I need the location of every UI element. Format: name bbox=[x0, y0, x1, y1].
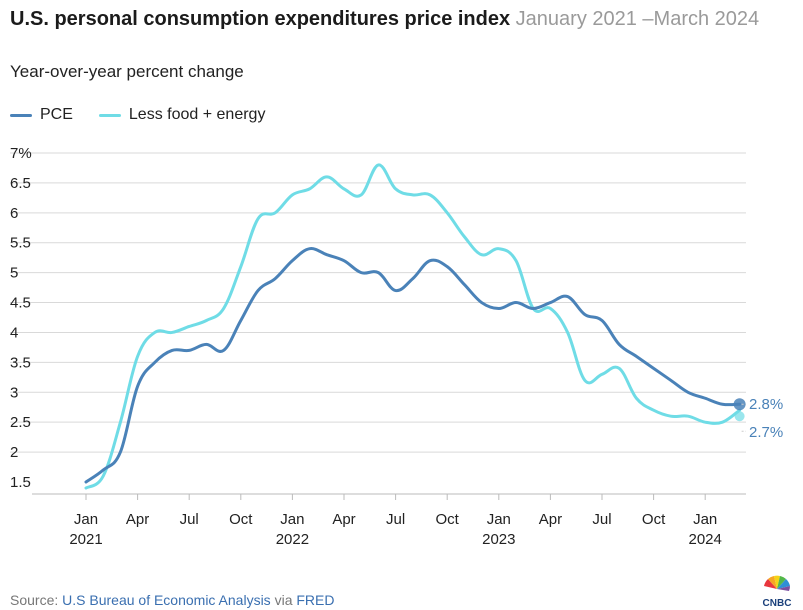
y-tick-label: 3.5 bbox=[10, 354, 31, 371]
end-label-pce: 2.8% bbox=[749, 396, 783, 413]
x-tick-label: Jan bbox=[280, 511, 304, 528]
legend-swatch-pce bbox=[10, 113, 32, 117]
source-note: Source: U.S Bureau of Economic Analysis … bbox=[10, 592, 335, 608]
y-tick-label: 6.5 bbox=[10, 175, 31, 192]
chart-subtitle: Year-over-year percent change bbox=[10, 62, 244, 81]
legend-item-pce: PCE bbox=[10, 106, 73, 124]
x-tick-label: Oct bbox=[229, 511, 253, 528]
y-tick-label: 4.5 bbox=[10, 295, 31, 312]
x-tick-label: Apr bbox=[126, 511, 149, 528]
legend: PCE Less food + energy bbox=[10, 106, 291, 124]
legend-item-core: Less food + energy bbox=[98, 106, 266, 124]
x-tick-year-label: 2022 bbox=[276, 531, 309, 548]
source-prefix: Source: bbox=[10, 592, 63, 608]
y-tick-label: 3 bbox=[10, 384, 18, 401]
y-tick-label: 1.5 bbox=[10, 474, 31, 491]
end-marker-core bbox=[734, 411, 745, 422]
y-tick-label: 6 bbox=[10, 205, 18, 222]
series-line-pce bbox=[84, 247, 742, 484]
x-tick-label: Oct bbox=[642, 511, 666, 528]
x-tick-year-label: 2021 bbox=[69, 531, 102, 548]
end-label-core: 2.7% bbox=[749, 424, 783, 441]
x-tick-label: Apr bbox=[539, 511, 562, 528]
y-tick-label: 7% bbox=[10, 145, 32, 162]
x-tick-year-label: 2023 bbox=[482, 531, 515, 548]
x-tick-label: Oct bbox=[436, 511, 460, 528]
x-tick-label: Jan bbox=[74, 511, 98, 528]
legend-label-pce: PCE bbox=[40, 106, 73, 123]
chart-title: U.S. personal consumption expenditures p… bbox=[10, 4, 790, 34]
source-agency-link[interactable]: U.S Bureau of Economic Analysis bbox=[62, 592, 271, 608]
title-main: U.S. personal consumption expenditures p… bbox=[10, 8, 511, 30]
x-tick-label: Jul bbox=[386, 511, 405, 528]
y-tick-label: 2.5 bbox=[10, 414, 31, 431]
cnbc-logo: CNBC bbox=[763, 575, 792, 608]
x-tick-label: Apr bbox=[332, 511, 355, 528]
x-tick-label: Jan bbox=[487, 511, 511, 528]
end-marker-pce bbox=[733, 398, 746, 411]
source-fred-link[interactable]: FRED bbox=[296, 592, 335, 608]
series-line-less-food-energy bbox=[84, 163, 742, 490]
x-tick-label: Jul bbox=[592, 511, 611, 528]
y-tick-label: 2 bbox=[10, 444, 18, 461]
logo-text: CNBC bbox=[763, 598, 792, 608]
y-tick-label: 5.5 bbox=[10, 235, 31, 252]
x-tick-year-label: 2024 bbox=[689, 531, 722, 548]
y-tick-label: 4 bbox=[10, 324, 18, 341]
source-via: via bbox=[270, 592, 297, 608]
y-tick-label: 5 bbox=[10, 265, 18, 282]
title-date-range: January 2021 –March 2024 bbox=[515, 8, 760, 30]
x-tick-label: Jul bbox=[180, 511, 199, 528]
legend-swatch-core bbox=[98, 113, 121, 117]
x-tick-label: Jan bbox=[693, 511, 717, 528]
legend-label-core: Less food + energy bbox=[128, 106, 266, 123]
